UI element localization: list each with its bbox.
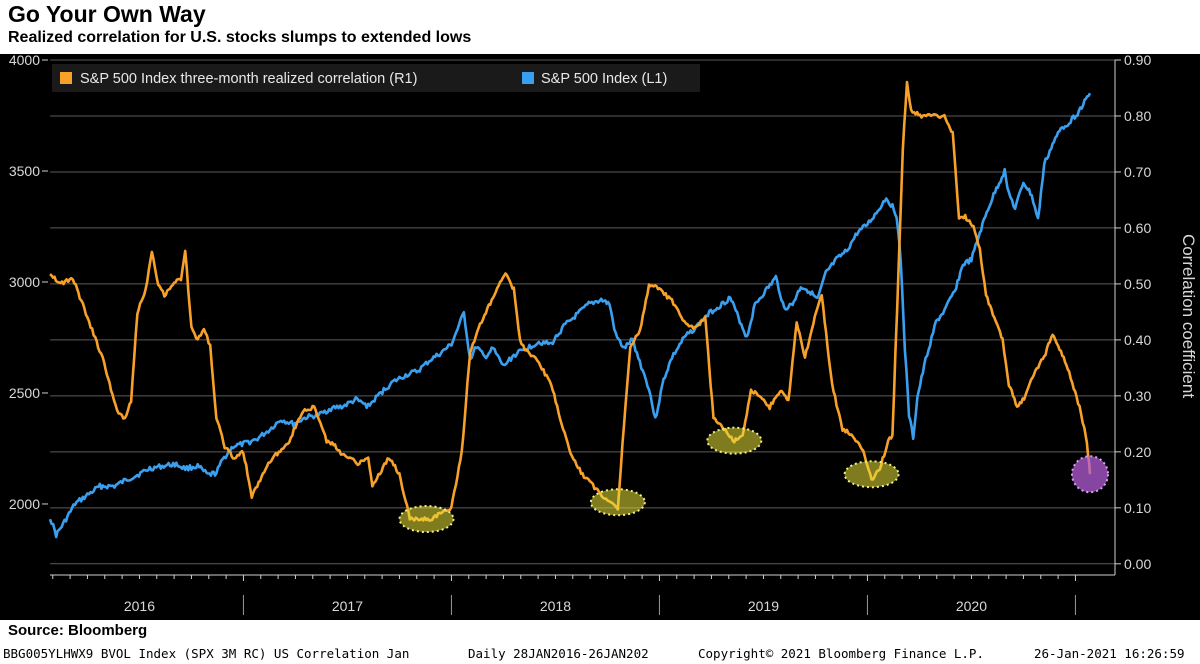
gridlines xyxy=(50,59,1115,565)
left-axis-tick-label: 2000 xyxy=(9,496,40,512)
x-axis-tick-label: 2020 xyxy=(956,598,987,614)
footer-copyright: Copyright© 2021 Bloomberg Finance L.P. xyxy=(698,646,984,661)
right-axis-tick-label: 0.90 xyxy=(1124,54,1151,68)
x-axis-tick-label: 2017 xyxy=(332,598,363,614)
series-line-sp500 xyxy=(48,92,1092,539)
low-marker xyxy=(843,460,900,489)
footer-bar: BBG005YLHWX9 BVOL Index (SPX 3M RC) US C… xyxy=(0,644,1200,664)
x-axis-ticks: 2016 2017 2018 2019 2020 xyxy=(52,575,1076,615)
left-axis-ticks: 2000 2500 3000 3500 4000 xyxy=(9,54,48,512)
left-axis-tick-label: 4000 xyxy=(9,54,40,68)
legend-swatch-correlation xyxy=(60,72,72,84)
right-axis-title: Correlation coefficient xyxy=(1179,234,1198,398)
chart-panel: 2000 2500 3000 3500 4000 0.00 0.10 0.20 0.30 0.4… xyxy=(0,54,1200,620)
right-axis-tick-label: 0.10 xyxy=(1124,500,1151,516)
right-axis-ticks: 0.00 0.10 0.20 0.30 0.40 0.50 0.60 0.70 0.80 0.90 xyxy=(1115,54,1151,572)
legend-label-index: S&P 500 Index (L1) xyxy=(541,71,667,87)
source-note: Source: Bloomberg xyxy=(8,622,148,639)
x-axis-tick-label: 2016 xyxy=(124,598,155,614)
series xyxy=(48,80,1092,539)
axes xyxy=(50,60,1116,576)
left-axis-tick-label: 3000 xyxy=(9,274,40,290)
right-axis-tick-label: 0.40 xyxy=(1124,332,1151,348)
chart-svg: 2000 2500 3000 3500 4000 0.00 0.10 0.20 0.30 0.4… xyxy=(9,54,1198,615)
right-axis-tick-label: 0.50 xyxy=(1124,276,1151,292)
chart-subtitle: Realized correlation for U.S. stocks slu… xyxy=(8,29,472,46)
left-axis-tick-label: 2500 xyxy=(9,385,40,401)
x-axis-tick-label: 2019 xyxy=(748,598,779,614)
footer-timestamp: 26-Jan-2021 16:26:59 xyxy=(1034,646,1185,661)
legend: S&P 500 Index three-month realized corre… xyxy=(52,64,700,92)
legend-swatch-index xyxy=(522,72,534,84)
left-axis-tick-label: 3500 xyxy=(9,163,40,179)
x-axis-tick-label: 2018 xyxy=(540,598,571,614)
low-marker xyxy=(589,488,646,517)
right-axis-tick-label: 0.70 xyxy=(1124,164,1151,180)
legend-label-correlation: S&P 500 Index three-month realized corre… xyxy=(80,71,417,87)
right-axis-tick-label: 0.80 xyxy=(1124,108,1151,124)
footer-range: Daily 28JAN2016-26JAN202 xyxy=(468,646,649,661)
low-marker xyxy=(398,505,455,534)
chart-title: Go Your Own Way xyxy=(8,1,206,27)
legend-background xyxy=(52,64,700,92)
low-marker xyxy=(706,426,763,455)
latest-value-marker xyxy=(1071,455,1109,494)
right-axis-tick-label: 0.20 xyxy=(1124,444,1151,460)
series-line-correlation xyxy=(49,80,1092,522)
footer-ticker: BBG005YLHWX9 BVOL Index (SPX 3M RC) US C… xyxy=(3,646,410,661)
right-axis-tick-label: 0.60 xyxy=(1124,220,1151,236)
right-axis-tick-label: 0.00 xyxy=(1124,556,1151,572)
right-axis-tick-label: 0.30 xyxy=(1124,388,1151,404)
low-markers xyxy=(398,426,1109,534)
